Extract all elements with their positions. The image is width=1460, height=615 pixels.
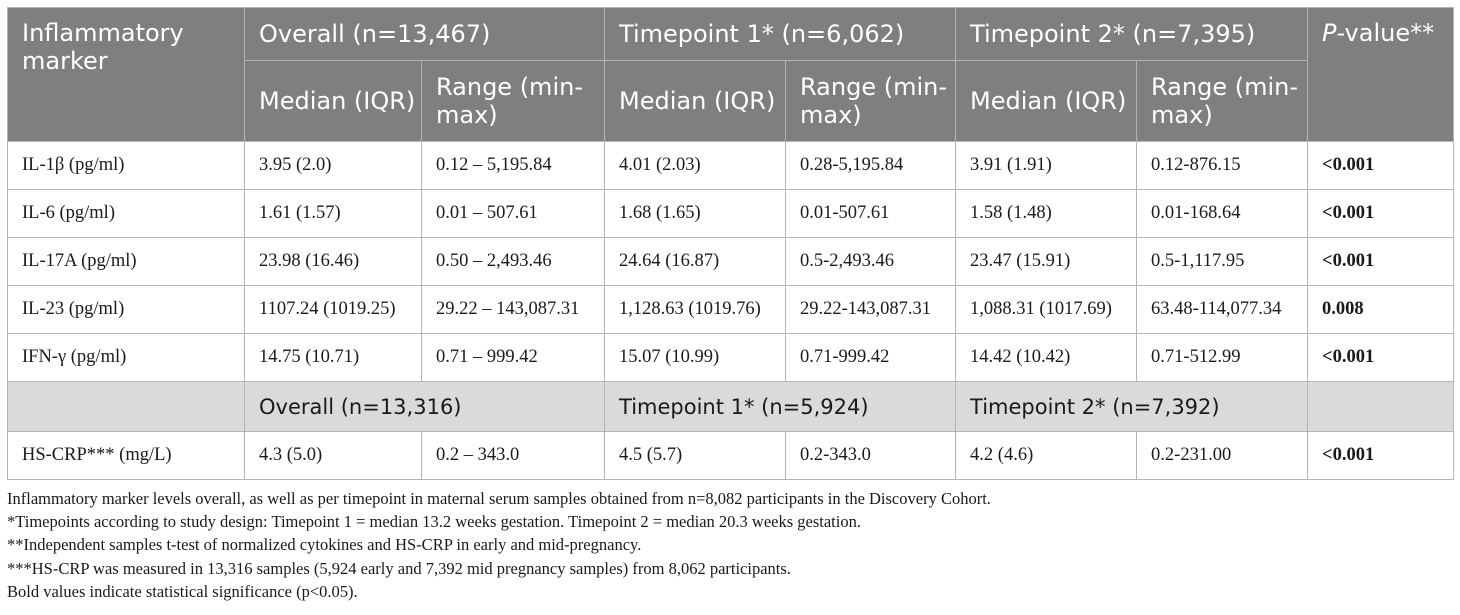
median-cell: 4.3 (5.0) — [244, 431, 422, 480]
marker-cell: IL-6 (pg/ml) — [7, 189, 245, 238]
subheader-row: Overall (n=13,316) Timepoint 1* (n=5,924… — [7, 381, 1455, 432]
range-cell: 0.50 – 2,493.46 — [420, 237, 606, 286]
median-cell: 1.68 (1.65) — [604, 189, 787, 238]
header-marker: Inflammatory marker — [7, 7, 245, 142]
marker-cell: HS-CRP*** (mg/L) — [7, 431, 245, 480]
marker-cell: IL-23 (pg/ml) — [7, 285, 245, 334]
median-cell: 3.95 (2.0) — [244, 141, 422, 190]
header-row-groups: Inflammatory marker Overall (n=13,467) T… — [7, 7, 1455, 142]
median-cell: 1,128.63 (1019.76) — [604, 285, 787, 334]
table-row: IL-23 (pg/ml) 1107.24 (1019.25) 29.22 – … — [7, 285, 1455, 334]
median-cell: 15.07 (10.99) — [604, 333, 787, 382]
header-range: Range (min-max) — [785, 60, 957, 142]
table-row: IL-17A (pg/ml) 23.98 (16.46) 0.50 – 2,49… — [7, 237, 1455, 286]
pvalue-cell: 0.008 — [1307, 285, 1455, 334]
range-cell: 0.71-512.99 — [1136, 333, 1309, 382]
range-cell: 0.01-168.64 — [1136, 189, 1309, 238]
subheader-pvalue — [1307, 381, 1455, 432]
range-cell: 0.01 – 507.61 — [420, 189, 606, 238]
median-cell: 4.01 (2.03) — [604, 141, 787, 190]
median-cell: 1,088.31 (1017.69) — [955, 285, 1138, 334]
range-cell: 63.48-114,077.34 — [1136, 285, 1309, 334]
median-cell: 4.2 (4.6) — [955, 431, 1138, 480]
header-timepoint-1: Timepoint 1* (n=6,062) — [604, 7, 957, 61]
subheader-overall: Overall (n=13,316) — [243, 381, 606, 432]
header-overall: Overall (n=13,467) — [243, 7, 606, 61]
median-cell: 1.58 (1.48) — [955, 189, 1138, 238]
pvalue-cell: <0.001 — [1307, 141, 1455, 190]
range-cell: 0.71 – 999.42 — [420, 333, 606, 382]
header-median: Median (IQR) — [955, 60, 1138, 142]
pvalue-cell: <0.001 — [1307, 333, 1455, 382]
table-row: IFN-γ (pg/ml) 14.75 (10.71) 0.71 – 999.4… — [7, 333, 1455, 382]
subheader-timepoint-2: Timepoint 2* (n=7,392) — [955, 381, 1309, 432]
marker-cell: IFN-γ (pg/ml) — [7, 333, 245, 382]
median-cell: 14.42 (10.42) — [955, 333, 1138, 382]
median-cell: 23.47 (15.91) — [955, 237, 1138, 286]
pvalue-cell: <0.001 — [1307, 189, 1455, 238]
range-cell: 0.2-343.0 — [785, 431, 957, 480]
subheader-timepoint-1: Timepoint 1* (n=5,924) — [604, 381, 957, 432]
pvalue-cell: <0.001 — [1307, 431, 1455, 480]
marker-cell: IL-17A (pg/ml) — [7, 237, 245, 286]
subheader-marker — [7, 381, 245, 432]
median-cell: 4.5 (5.7) — [604, 431, 787, 480]
pvalue-cell: <0.001 — [1307, 237, 1455, 286]
median-cell: 24.64 (16.87) — [604, 237, 787, 286]
median-cell: 14.75 (10.71) — [244, 333, 422, 382]
median-cell: 23.98 (16.46) — [244, 237, 422, 286]
range-cell: 29.22 – 143,087.31 — [420, 285, 606, 334]
header-pvalue-italic: P — [1322, 19, 1337, 47]
header-range: Range (min-max) — [1136, 60, 1309, 142]
header-median: Median (IQR) — [604, 60, 787, 142]
range-cell: 0.12-876.15 — [1136, 141, 1309, 190]
median-cell: 1107.24 (1019.25) — [244, 285, 422, 334]
header-median: Median (IQR) — [244, 60, 422, 142]
table-row: IL-1β (pg/ml) 3.95 (2.0) 0.12 – 5,195.84… — [7, 141, 1455, 190]
header-range: Range (min-max) — [420, 60, 606, 142]
range-cell: 0.71-999.42 — [785, 333, 957, 382]
header-timepoint-2: Timepoint 2* (n=7,395) — [955, 7, 1309, 61]
table-footnotes: Inflammatory marker levels overall, as w… — [7, 487, 991, 603]
range-cell: 0.2-231.00 — [1136, 431, 1309, 480]
median-cell: 1.61 (1.57) — [244, 189, 422, 238]
footnote-hscrp: ***HS-CRP was measured in 13,316 samples… — [7, 558, 791, 578]
range-cell: 0.12 – 5,195.84 — [420, 141, 606, 190]
marker-cell: IL-1β (pg/ml) — [7, 141, 245, 190]
header-pvalue: P-value** — [1307, 7, 1455, 142]
footnote-timepoints: *Timepoints according to study design: T… — [7, 512, 861, 532]
range-cell: 29.22-143,087.31 — [785, 285, 957, 334]
table-row: IL-6 (pg/ml) 1.61 (1.57) 0.01 – 507.61 1… — [7, 189, 1455, 238]
table-row-crp: HS-CRP*** (mg/L) 4.3 (5.0) 0.2 – 343.0 4… — [7, 431, 1455, 480]
range-cell: 0.01-507.61 — [785, 189, 957, 238]
range-cell: 0.2 – 343.0 — [420, 431, 606, 480]
header-pvalue-rest: -value** — [1336, 19, 1435, 47]
footnote-caption: Inflammatory marker levels overall, as w… — [7, 489, 991, 508]
range-cell: 0.5-2,493.46 — [785, 237, 957, 286]
median-cell: 3.91 (1.91) — [955, 141, 1138, 190]
inflammatory-marker-table: Inflammatory marker Overall (n=13,467) T… — [7, 7, 1455, 480]
range-cell: 0.5-1,117.95 — [1136, 237, 1309, 286]
footnote-ttest: **Independent samples t-test of normaliz… — [7, 535, 642, 555]
range-cell: 0.28-5,195.84 — [785, 141, 957, 190]
header-row-stats: Median (IQR) Range (min-max) Median (IQR… — [7, 60, 1454, 142]
footnote-bold: Bold values indicate statistical signifi… — [7, 581, 358, 601]
